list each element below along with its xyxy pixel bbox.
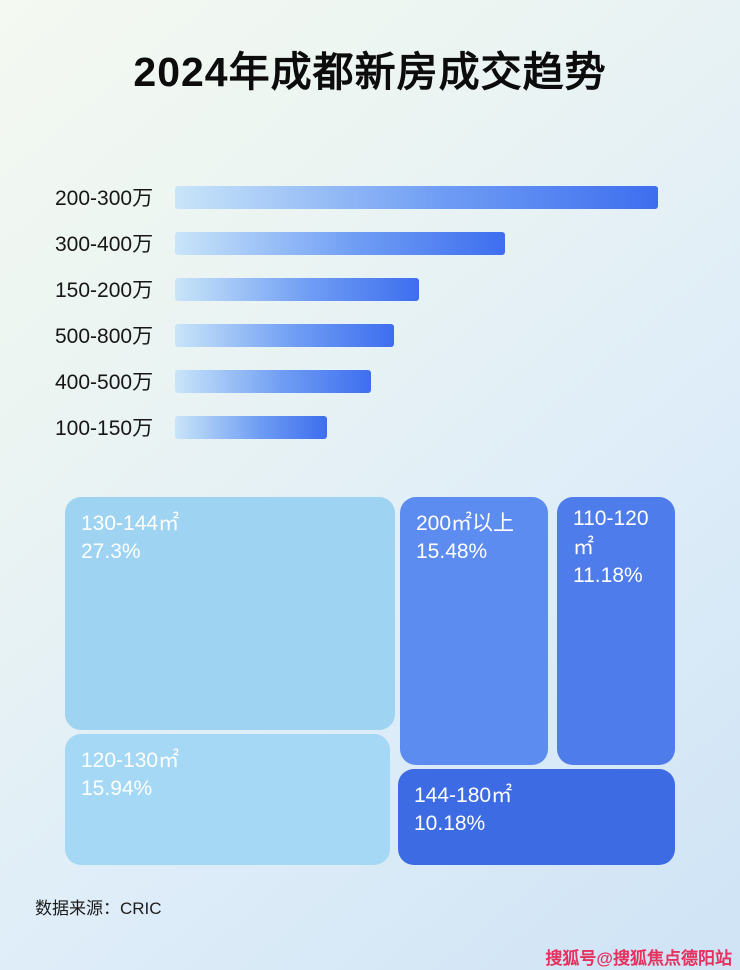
bar-row: 150-200万: [55, 266, 705, 312]
bar-track: [175, 231, 705, 255]
bar: [175, 369, 371, 393]
treemap-block-label: 110-120㎡: [573, 507, 649, 559]
treemap-block: 110-120㎡ 11.18%: [557, 497, 675, 765]
treemap-block-percent: 27.3%: [81, 540, 141, 563]
treemap-block: 120-130㎡ 15.94%: [65, 734, 390, 865]
page-title: 2024年成都新房成交趋势: [133, 49, 607, 95]
bar: [175, 185, 658, 209]
treemap-block: 200㎡以上 15.48%: [400, 497, 548, 765]
bar-row: 200-300万: [55, 174, 705, 220]
bar: [175, 415, 327, 439]
bar-track: [175, 369, 705, 393]
price-band-bar-chart: 200-300万 300-400万 150-200万 500-800万 400-500万…: [55, 174, 705, 450]
treemap-block-percent: 15.94%: [81, 777, 153, 800]
treemap-block-label: 130-144㎡: [81, 512, 180, 535]
treemap-block-label: 120-130㎡: [81, 749, 180, 772]
bar-category-label: 200-300万: [55, 187, 154, 210]
treemap-block: 130-144㎡ 27.3%: [65, 497, 395, 730]
watermark: 搜狐号@搜狐焦点德阳站: [545, 949, 732, 968]
bar-category-label: 400-500万: [55, 371, 154, 394]
bar: [175, 323, 394, 347]
bar-row: 300-400万: [55, 220, 705, 266]
treemap-block-percent: 11.18%: [573, 564, 643, 587]
bar-row: 400-500万: [55, 358, 705, 404]
bar-category-label: 500-800万: [55, 325, 154, 348]
bar-track: [175, 277, 705, 301]
data-source: 数据来源：CRIC: [35, 899, 162, 918]
bar-category-label: 100-150万: [55, 417, 154, 440]
bar-track: [175, 185, 705, 209]
bar-row: 100-150万: [55, 404, 705, 450]
bar-track: [175, 323, 705, 347]
treemap-block-percent: 15.48%: [416, 540, 488, 563]
bar-row: 500-800万: [55, 312, 705, 358]
treemap-block: 144-180㎡ 10.18%: [398, 769, 675, 865]
bar: [175, 277, 419, 301]
treemap-block-label: 200㎡以上: [416, 512, 515, 535]
treemap-block-percent: 10.18%: [414, 812, 486, 835]
bar-category-label: 300-400万: [55, 233, 154, 256]
bar-category-label: 150-200万: [55, 279, 154, 302]
treemap-block-label: 144-180㎡: [414, 784, 513, 807]
bar: [175, 231, 505, 255]
bar-track: [175, 415, 705, 439]
